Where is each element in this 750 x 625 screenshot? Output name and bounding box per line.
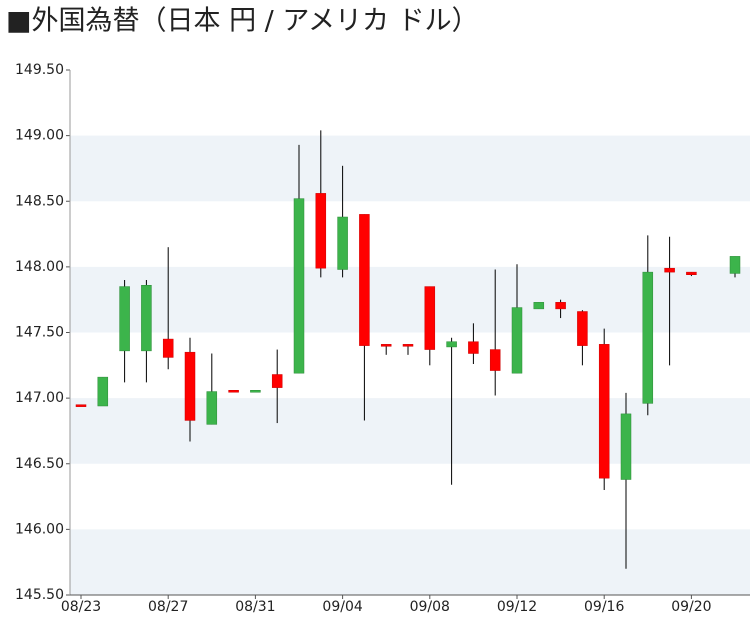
candle-body — [315, 193, 327, 269]
x-tick-label: 09/20 — [671, 599, 711, 615]
candle-body — [75, 404, 87, 407]
x-tick-label: 08/27 — [148, 599, 188, 615]
candle-body — [511, 307, 523, 374]
candle-body — [337, 216, 348, 270]
grid-band — [70, 135, 750, 202]
grid-band — [70, 529, 750, 595]
candle-body — [119, 286, 130, 352]
candle-body — [729, 256, 741, 274]
candle-body — [141, 285, 152, 352]
candle-body — [424, 286, 436, 350]
y-tick-label: 148.50 — [15, 193, 64, 209]
candle-body — [206, 391, 218, 425]
x-tick-label: 08/23 — [61, 599, 101, 615]
candle-body — [468, 341, 479, 354]
candle-body — [686, 271, 697, 275]
y-tick-label: 146.00 — [15, 521, 64, 537]
y-tick-label: 147.50 — [15, 325, 64, 341]
candle-body — [271, 374, 283, 388]
candle-body — [184, 351, 196, 421]
candle-body — [228, 390, 239, 393]
candle-body — [97, 376, 109, 407]
x-tick-label: 09/08 — [410, 599, 450, 615]
y-tick-label: 149.00 — [15, 128, 64, 144]
candle-body — [446, 341, 457, 348]
x-tick-label: 09/04 — [322, 599, 362, 615]
y-tick-label: 149.50 — [15, 62, 64, 78]
chart-title: ■外国為替（日本 円 / アメリカ ドル） — [6, 6, 479, 37]
candle-body — [489, 349, 501, 371]
y-tick-label: 148.00 — [15, 259, 64, 275]
candle-body — [533, 302, 545, 310]
y-tick-label: 146.50 — [15, 456, 64, 472]
candle-body — [620, 413, 632, 480]
candle-body — [555, 302, 566, 310]
x-tick-label: 09/12 — [497, 599, 537, 615]
candle-body — [642, 271, 654, 404]
candle-body — [664, 267, 675, 273]
candle-body — [380, 344, 392, 347]
grid-band — [70, 266, 750, 333]
candle-body — [162, 338, 174, 358]
x-tick-label: 09/16 — [584, 599, 624, 615]
candle-body — [577, 311, 588, 346]
candle-body — [402, 344, 414, 347]
candle-body — [250, 390, 261, 393]
candle-body — [359, 214, 370, 346]
y-tick-label: 147.00 — [15, 390, 64, 406]
candle-body — [293, 198, 305, 374]
candle-body — [598, 344, 610, 479]
x-tick-label: 08/31 — [235, 599, 275, 615]
grid-band — [70, 398, 750, 464]
y-tick-label: 145.50 — [15, 587, 64, 603]
